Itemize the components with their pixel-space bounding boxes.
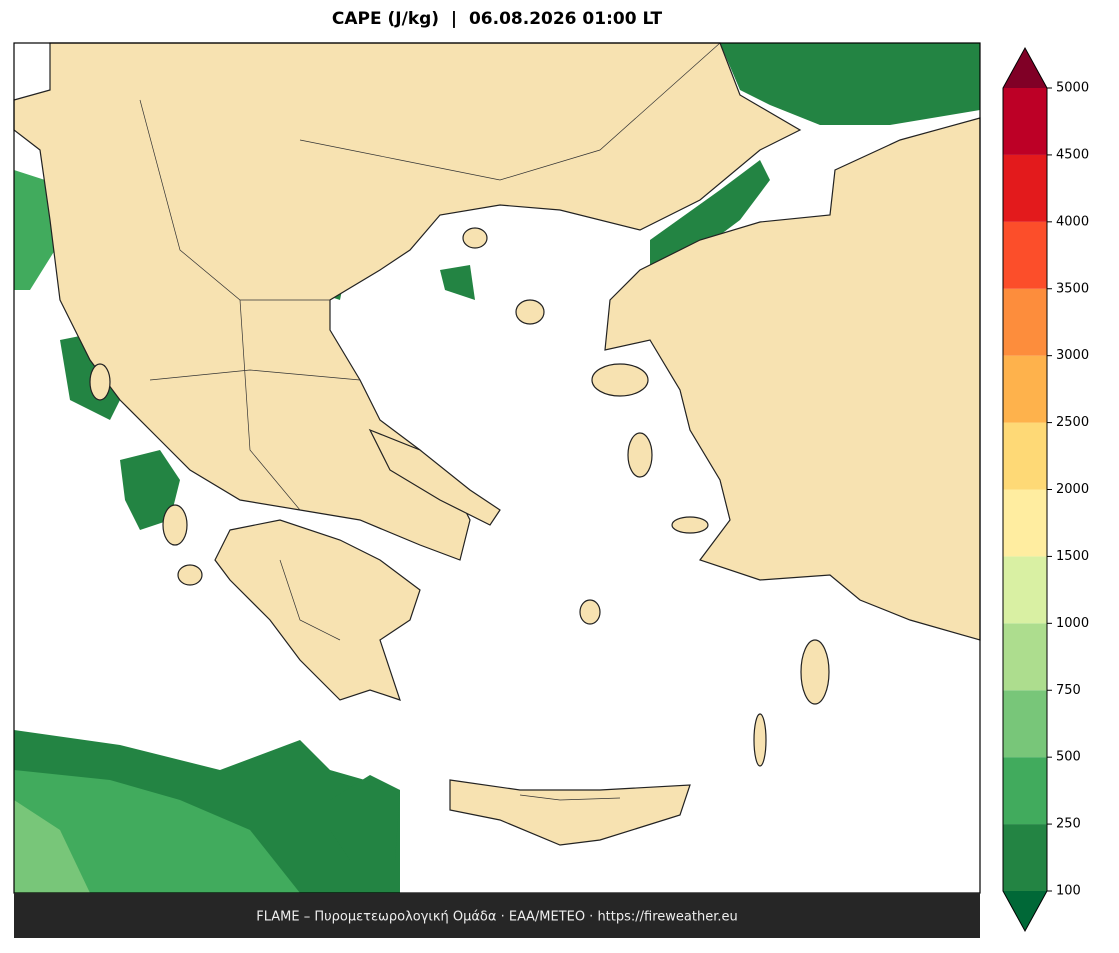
colorbar-segment <box>1003 355 1047 423</box>
colorbar: 100 250 500 750 1000 1500 2000 2500 3000 3500 4000… <box>1002 46 1089 933</box>
colorbar-segment <box>1003 623 1047 691</box>
colorbar-segment <box>1003 757 1047 825</box>
colorbar-tick-label: 2500 <box>1056 415 1089 430</box>
colorbar-tick-label: 500 <box>1056 750 1081 765</box>
colorbar-segment <box>1003 422 1047 490</box>
colorbar-tick-label: 5000 <box>1056 81 1089 96</box>
colorbar-tick-label: 4000 <box>1056 214 1089 229</box>
colorbar-extend-over <box>1003 48 1047 88</box>
colorbar-extend-under <box>1003 891 1047 931</box>
colorbar-segment <box>1003 88 1047 155</box>
map <box>13 42 981 894</box>
colorbar-tick-label: 4500 <box>1056 147 1089 162</box>
colorbar-segment <box>1003 489 1047 557</box>
colorbar-segment <box>1003 221 1047 289</box>
colorbar-tick-label: 250 <box>1056 817 1081 832</box>
colorbar-tick-label: 750 <box>1056 683 1081 698</box>
colorbar-tick-label: 1000 <box>1056 616 1089 631</box>
colorbar-tick-label: 1500 <box>1056 549 1089 564</box>
colorbar-segment <box>1003 690 1047 758</box>
colorbar-segment <box>1003 824 1047 891</box>
colorbar-segment <box>1003 154 1047 222</box>
colorbar-tick-label: 3500 <box>1056 281 1089 296</box>
colorbar-tick-label: 100 <box>1056 884 1081 899</box>
colorbar-segment <box>1003 288 1047 356</box>
colorbar-tick-label: 2000 <box>1056 482 1089 497</box>
map-title: CAPE (J/kg) | 06.08.2026 01:00 LT <box>332 9 663 29</box>
colorbar-segment <box>1003 556 1047 624</box>
colorbar-tick-label: 3000 <box>1056 348 1089 363</box>
footer-bar <box>14 893 980 938</box>
footer: FLAME – Πυρομετεωρολογική Ομάδα · ΕΑΑ/ME… <box>256 910 738 925</box>
